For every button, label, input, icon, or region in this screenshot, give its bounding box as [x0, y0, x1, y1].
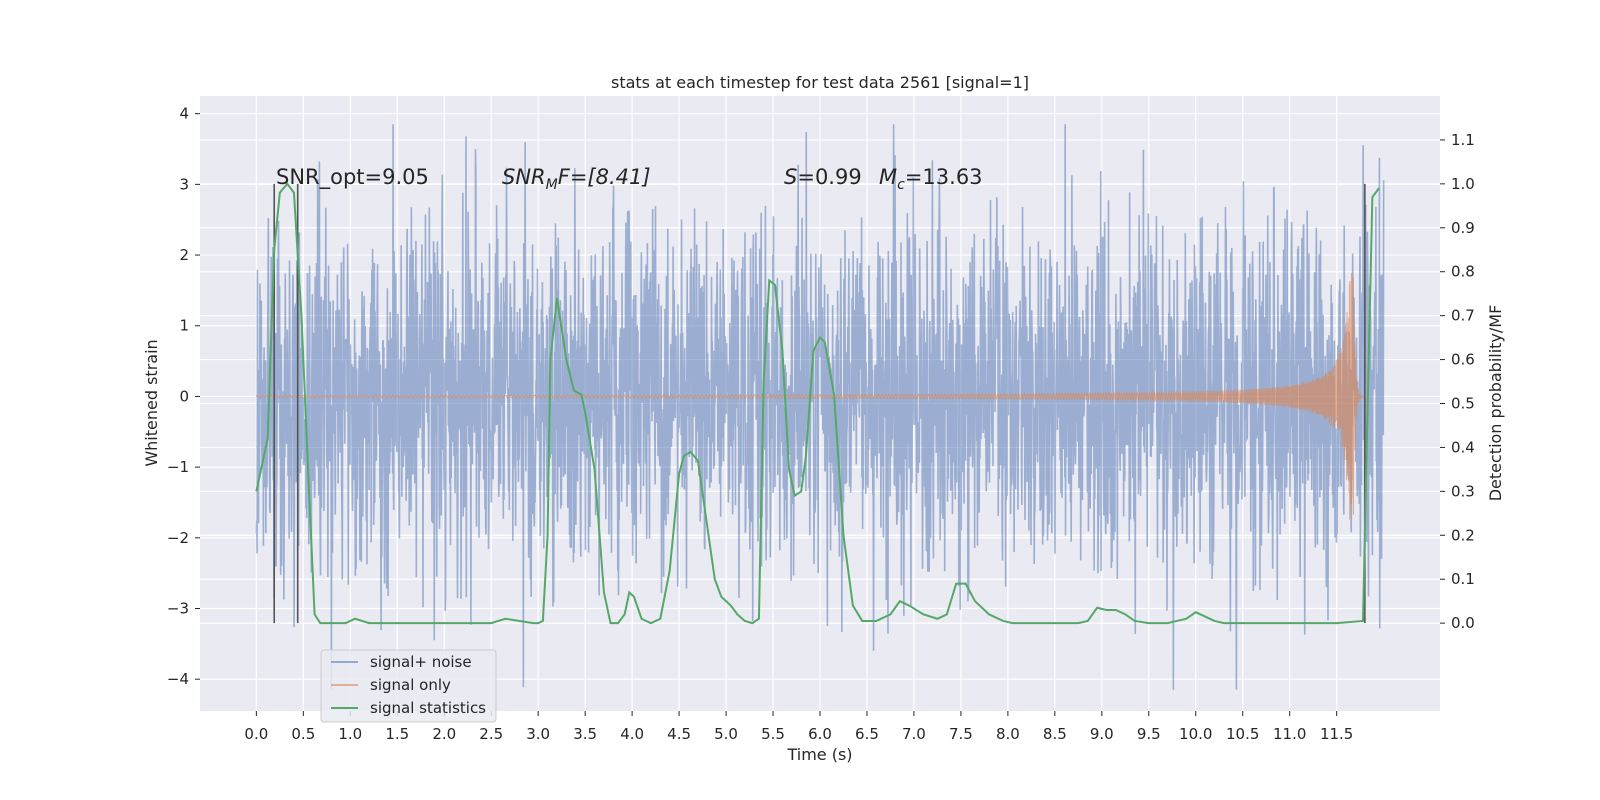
x-tick-label: 7.5: [949, 725, 973, 743]
x-tick-label: 9.0: [1090, 725, 1114, 743]
y2-tick-label: 0.2: [1451, 526, 1475, 544]
annotation-snr-mf-main: SNR: [502, 165, 546, 189]
x-tick-label: 4.0: [620, 725, 644, 743]
legend-label-signal-noise: signal+ noise: [370, 653, 472, 671]
series-signal-statistics: [255, 182, 1380, 625]
x-tick-label: 9.5: [1137, 725, 1161, 743]
y2-tick-label: 1.1: [1451, 131, 1475, 149]
y2-axis-label: Detection probability/MF: [1486, 305, 1505, 502]
annotation-snr-mf-sub: M: [546, 177, 558, 193]
annotation-s-main: S: [784, 165, 797, 189]
series-signal-noise: [255, 124, 1385, 690]
y-tick-label: −3: [167, 600, 189, 618]
y2-tick-label: 0.9: [1451, 219, 1475, 237]
y-tick-label: −1: [167, 458, 189, 476]
y2-tick-label: 0.6: [1451, 351, 1475, 369]
y2-tick-label: 0.3: [1451, 482, 1475, 500]
x-tick-label: 10.5: [1226, 725, 1259, 743]
y-tick-label: −4: [167, 670, 189, 688]
x-tick-label: 4.5: [667, 725, 691, 743]
y2-tick-label: 1.0: [1451, 175, 1475, 193]
x-tick-label: 0.0: [244, 725, 268, 743]
annotation-mc: Mc=13.63: [879, 165, 983, 193]
x-tick-label: 10.0: [1179, 725, 1212, 743]
legend-label-signal-statistics: signal statistics: [370, 699, 486, 717]
y2-tick-label: 0.5: [1451, 395, 1475, 413]
x-tick-label: 1.0: [338, 725, 362, 743]
y-axis-ticks: −4 −3 −2 −1 0 1 2 3 4: [167, 105, 200, 688]
x-tick-label: 6.5: [855, 725, 879, 743]
y-tick-label: 3: [179, 175, 189, 193]
annotation-mc-rest: =13.63: [905, 165, 983, 189]
x-tick-label: 2.0: [432, 725, 456, 743]
annotation-s-rest: =0.99: [797, 165, 861, 189]
x-tick-label: 2.5: [479, 725, 503, 743]
x-tick-label: 6.0: [808, 725, 832, 743]
annotation-s: S=0.99: [784, 165, 862, 189]
x-tick-label: 3.0: [526, 725, 550, 743]
annotation-snr-mf-rest: F=[8.41]: [558, 165, 651, 189]
chart-title: stats at each timestep for test data 256…: [611, 73, 1029, 92]
y2-tick-label: 0.4: [1451, 438, 1475, 456]
y-tick-label: 1: [179, 317, 189, 335]
series-layer: [255, 124, 1385, 690]
x-tick-label: 1.5: [385, 725, 409, 743]
x-tick-label: 7.0: [902, 725, 926, 743]
y-axis-label: Whitened strain: [142, 339, 161, 466]
x-axis-label: Time (s): [786, 745, 852, 764]
x-tick-label: 5.5: [761, 725, 785, 743]
y-tick-label: −2: [167, 529, 189, 547]
x-tick-label: 0.5: [291, 725, 315, 743]
y-tick-label: 4: [179, 105, 189, 123]
x-tick-label: 8.5: [1043, 725, 1067, 743]
annotation-snr-mf: SNRMF=[8.41]: [502, 165, 651, 193]
legend-box: [320, 649, 497, 723]
y2-tick-label: 0.7: [1451, 307, 1475, 325]
y-tick-label: 2: [179, 246, 189, 264]
y2-tick-label: 0.1: [1451, 570, 1475, 588]
y2-tick-label: 0.8: [1451, 263, 1475, 281]
y2-tick-label: 0.0: [1451, 614, 1475, 632]
annotation-snr-opt: SNR_opt=9.05: [276, 165, 429, 190]
x-tick-label: 11.5: [1320, 725, 1353, 743]
x-tick-label: 3.5: [573, 725, 597, 743]
y-tick-label: 0: [179, 387, 189, 405]
x-axis-ticks: 0.0 0.5 1.0 1.5 2.0 2.5 3.0 3.5 4.0 4.5 5.0 5.5 6.0 6…: [244, 711, 1353, 743]
legend-label-signal-only: signal only: [370, 676, 451, 694]
annotation-mc-main: M: [879, 165, 897, 189]
y2-axis-ticks: 0.0 0.1 0.2 0.3 0.4 0.5 0.6 0.7 0.8 0.9 1.0 1.1: [1440, 131, 1475, 632]
legend: signal+ noise signal only signal statist…: [320, 649, 497, 723]
x-tick-label: 8.0: [996, 725, 1020, 743]
x-tick-label: 5.0: [714, 725, 738, 743]
annotation-mc-sub: c: [897, 177, 905, 193]
x-tick-label: 11.0: [1273, 725, 1306, 743]
